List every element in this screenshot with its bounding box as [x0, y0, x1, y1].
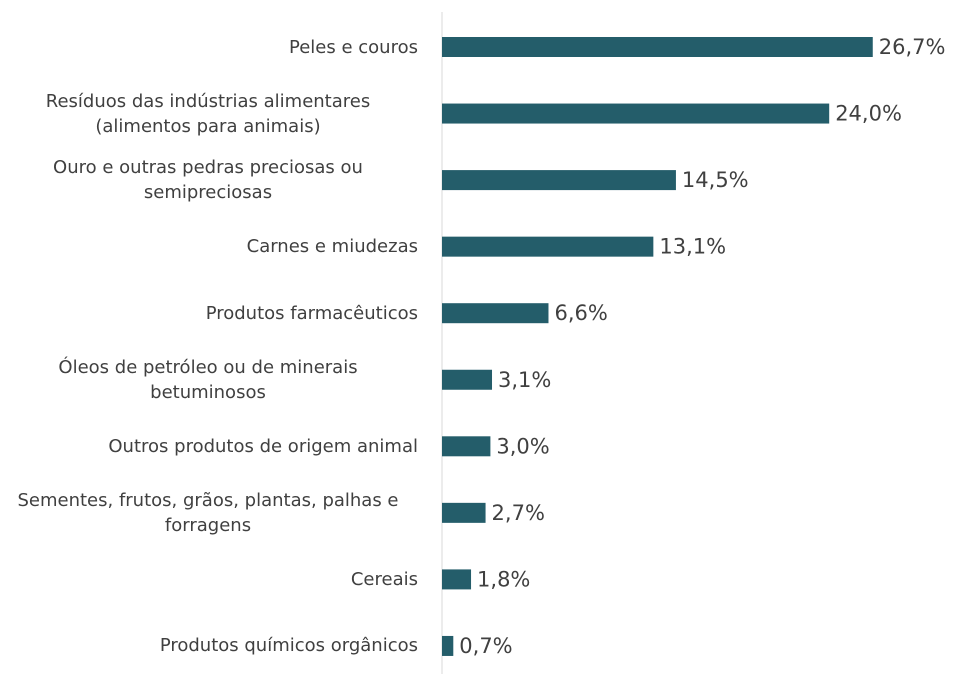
value-label: 6,6%: [554, 301, 607, 325]
category-label: Ouro e outras pedras preciosas ou semipr…: [53, 157, 363, 204]
value-label: 13,1%: [659, 235, 726, 259]
bar: [442, 635, 454, 656]
category-label-box: Produtos químicos orgânicos: [0, 616, 418, 674]
category-label-box: Sementes, frutos, grãos, plantas, palhas…: [0, 483, 418, 543]
category-label-box: Carnes e miudezas: [0, 217, 418, 277]
bar: [442, 569, 472, 590]
category-label-box: Produtos farmacêuticos: [0, 283, 418, 343]
value-label: 26,7%: [879, 35, 946, 59]
value-label: 3,0%: [496, 434, 549, 458]
bar: [442, 103, 830, 124]
category-label: Sementes, frutos, grãos, plantas, palhas…: [17, 489, 399, 536]
bar: [442, 502, 486, 523]
category-label-box: Ouro e outras pedras preciosas ou semipr…: [0, 150, 418, 210]
category-label-box: Resíduos das indústrias alimentares (ali…: [0, 84, 418, 144]
category-label-box: Outros produtos de origem animal: [0, 416, 418, 476]
category-label: Produtos químicos orgânicos: [159, 635, 418, 657]
value-label: 2,7%: [492, 501, 545, 525]
value-label: 24,0%: [835, 102, 902, 126]
bar: [442, 236, 654, 257]
value-label: 0,7%: [459, 634, 512, 658]
category-label: Resíduos das indústrias alimentares (ali…: [45, 90, 371, 137]
category-label-box: Peles e couros: [0, 17, 418, 77]
value-label: 14,5%: [682, 168, 749, 192]
bar: [442, 303, 549, 324]
category-label: Óleos de petróleo ou de minerais betumin…: [58, 356, 358, 403]
bar: [442, 170, 676, 191]
category-label: Carnes e miudezas: [246, 236, 418, 258]
value-label: 1,8%: [477, 567, 530, 591]
bar: [442, 37, 873, 57]
bar: [442, 369, 493, 390]
category-label: Outros produtos de origem animal: [108, 435, 418, 457]
category-label: Cereais: [350, 568, 418, 590]
category-label: Peles e couros: [289, 36, 418, 58]
category-label-box: Cereais: [0, 549, 418, 609]
value-label: 3,1%: [498, 368, 551, 392]
category-label: Produtos farmacêuticos: [205, 302, 418, 324]
bar: [442, 436, 491, 457]
category-label-box: Óleos de petróleo ou de minerais betumin…: [0, 350, 418, 410]
